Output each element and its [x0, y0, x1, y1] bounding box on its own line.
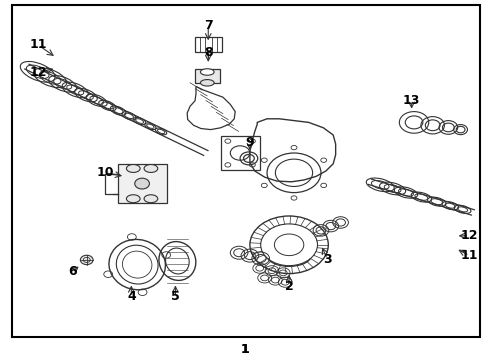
- Text: 6: 6: [68, 265, 77, 278]
- Text: 3: 3: [323, 253, 332, 266]
- Text: 12: 12: [461, 229, 478, 242]
- Ellipse shape: [200, 80, 214, 86]
- Bar: [118, 164, 167, 203]
- Text: 5: 5: [171, 291, 180, 303]
- Ellipse shape: [144, 195, 158, 203]
- Text: 2: 2: [285, 280, 294, 293]
- Ellipse shape: [126, 165, 140, 172]
- Text: 10: 10: [97, 166, 114, 179]
- Circle shape: [135, 178, 149, 189]
- Ellipse shape: [126, 195, 140, 203]
- Text: 12: 12: [29, 66, 47, 78]
- Text: 1: 1: [241, 343, 249, 356]
- Text: 9: 9: [245, 136, 254, 149]
- Text: 8: 8: [204, 46, 213, 59]
- Bar: [195, 37, 222, 52]
- Text: 13: 13: [403, 94, 420, 107]
- Text: 11: 11: [29, 39, 47, 51]
- Text: 11: 11: [461, 249, 478, 262]
- Ellipse shape: [144, 165, 158, 172]
- Ellipse shape: [200, 69, 214, 75]
- Text: 7: 7: [204, 19, 213, 32]
- Text: 1: 1: [241, 343, 249, 356]
- Text: 4: 4: [127, 291, 136, 303]
- Bar: [195, 69, 220, 83]
- Circle shape: [80, 255, 93, 265]
